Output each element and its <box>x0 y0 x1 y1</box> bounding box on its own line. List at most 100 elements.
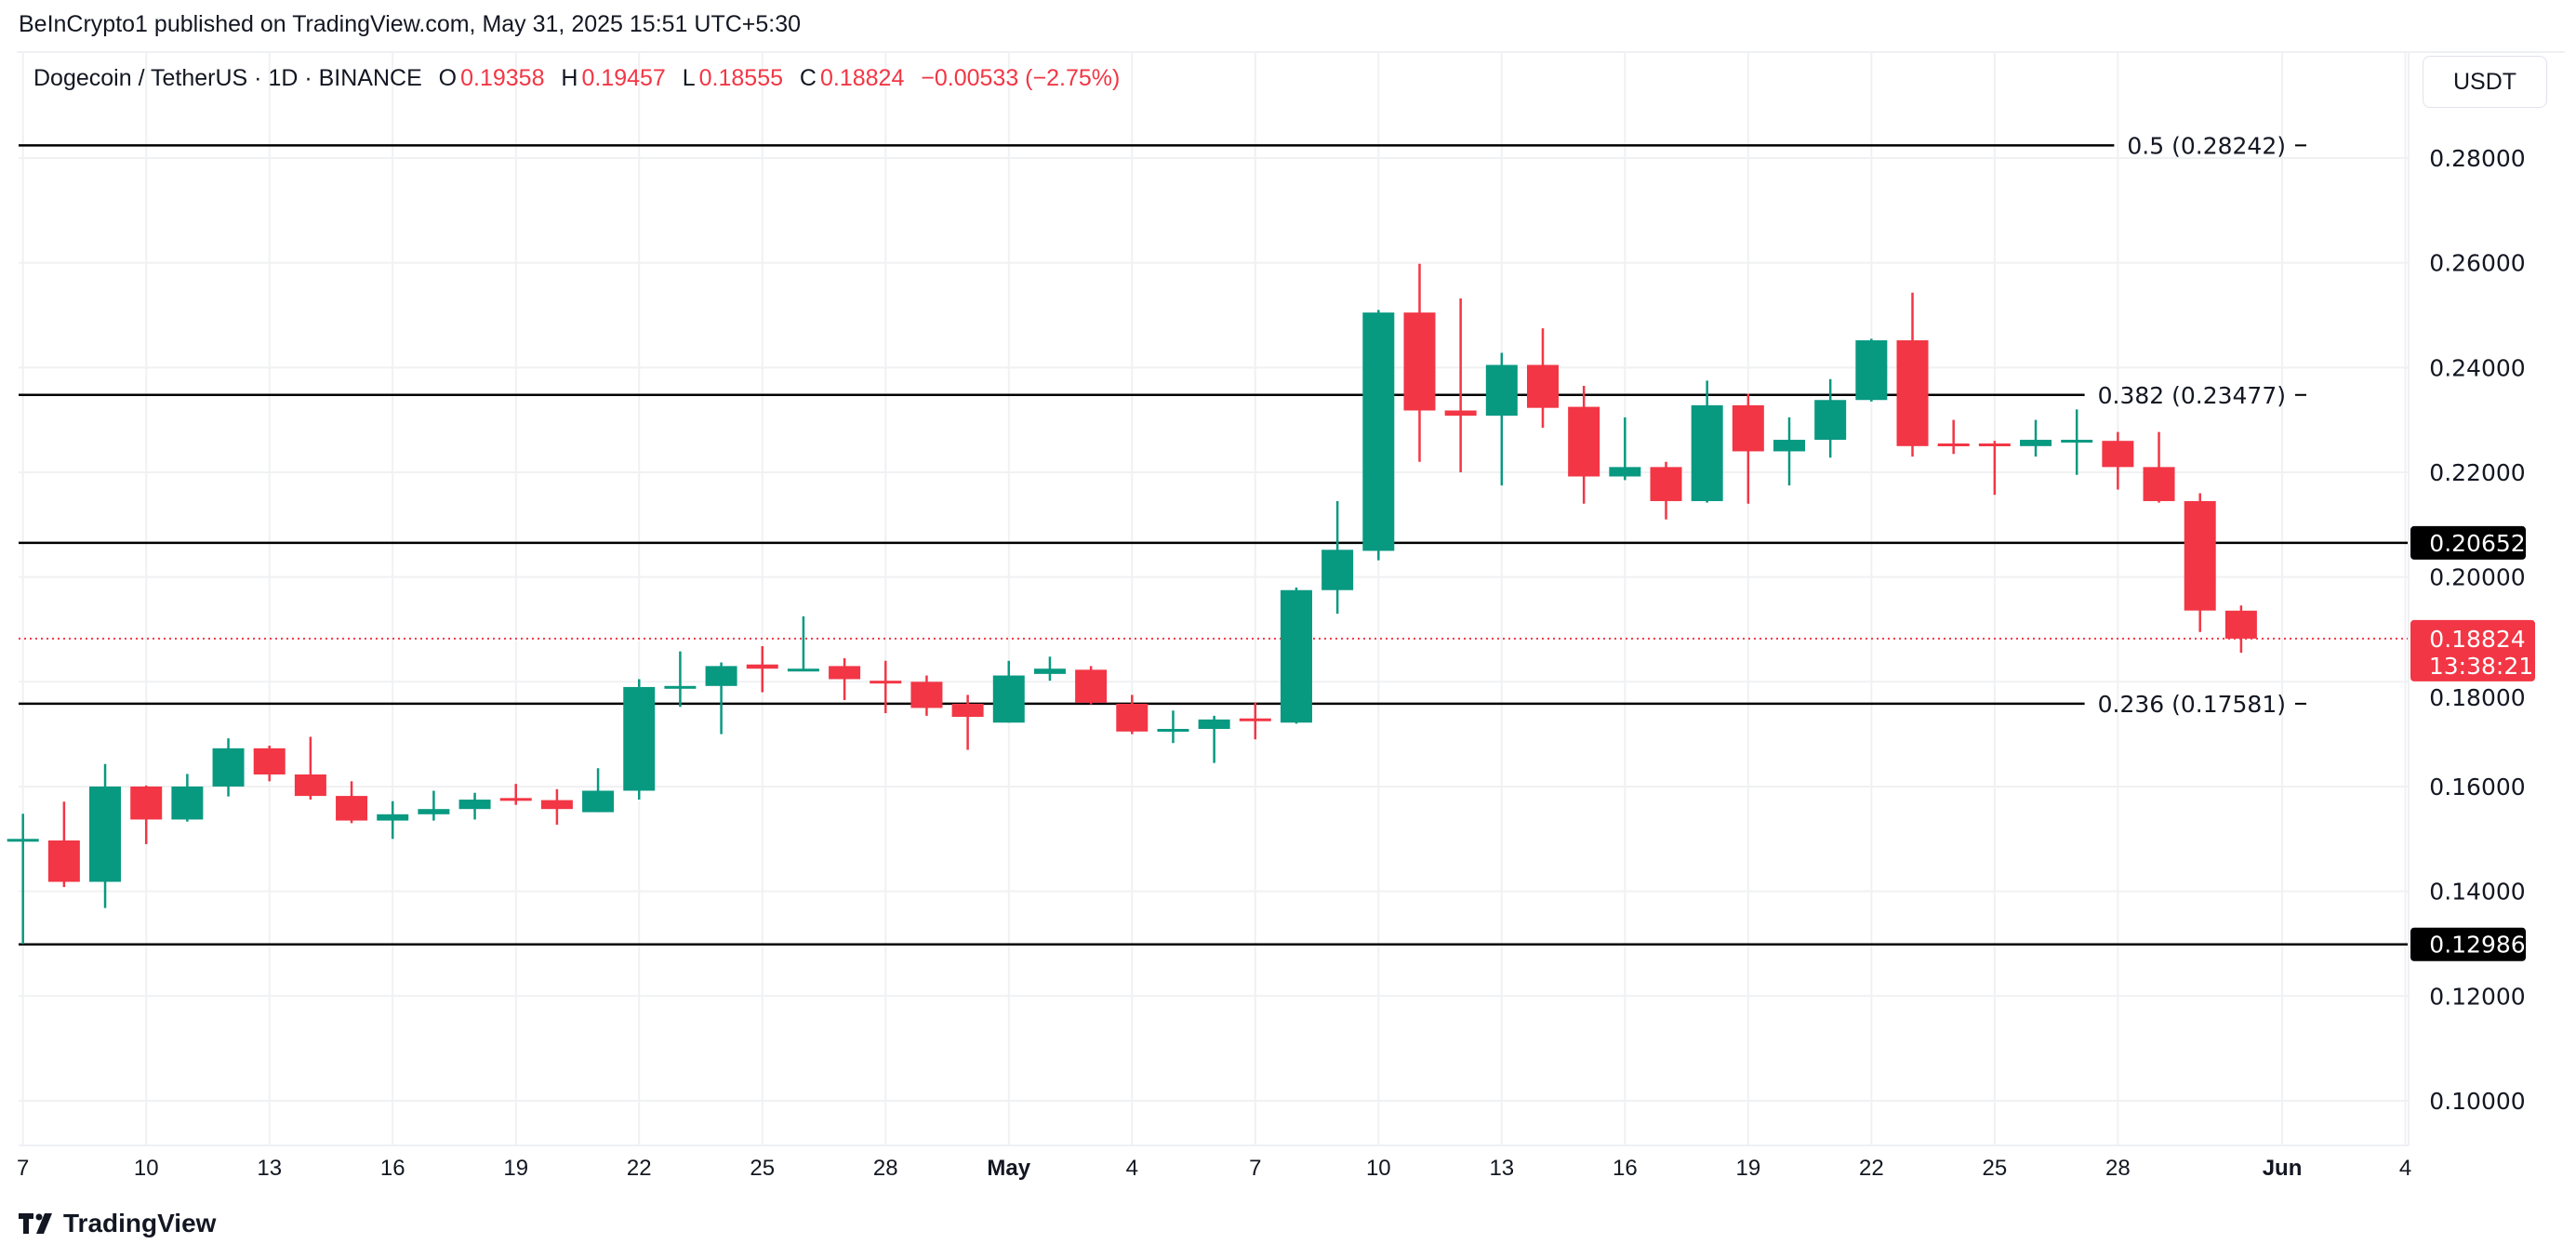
candle[interactable] <box>1485 352 1518 486</box>
x-tick-label: 19 <box>503 1156 528 1181</box>
candle-body <box>253 748 285 775</box>
candle-body <box>1732 404 1764 452</box>
candle[interactable] <box>2224 605 2257 654</box>
tradingview-brand: TradingView <box>63 1209 217 1237</box>
candle[interactable] <box>377 801 409 840</box>
candle-body <box>1362 312 1395 551</box>
candle[interactable] <box>951 695 984 750</box>
candle[interactable] <box>1773 417 1806 486</box>
candle[interactable] <box>1978 441 2011 496</box>
currency-button[interactable]: USDT <box>2423 56 2547 108</box>
candle[interactable] <box>212 738 245 797</box>
candle[interactable] <box>1321 500 1354 615</box>
candle-body <box>664 685 697 689</box>
candle-body <box>1075 669 1108 703</box>
candle[interactable] <box>47 801 80 888</box>
fib-level-label: 0.236 (0.17581) <box>2098 691 2286 718</box>
candle[interactable] <box>171 774 204 822</box>
candle[interactable] <box>1075 666 1108 705</box>
candle[interactable] <box>1732 393 1764 504</box>
candle[interactable] <box>1609 417 1641 481</box>
candle[interactable] <box>1444 298 1477 472</box>
candle[interactable] <box>418 790 450 821</box>
candle[interactable] <box>499 784 532 805</box>
candle[interactable] <box>253 746 285 782</box>
candle[interactable] <box>1814 378 1847 458</box>
x-tick-label: 28 <box>2105 1156 2131 1181</box>
candle[interactable] <box>1033 656 1066 681</box>
candle-body <box>47 840 80 882</box>
x-tick-label: Jun <box>2263 1156 2303 1181</box>
candle[interactable] <box>458 792 491 820</box>
candle[interactable] <box>1568 386 1600 504</box>
candle[interactable] <box>1239 702 1271 740</box>
candle[interactable] <box>787 615 819 672</box>
candle[interactable] <box>2102 431 2134 490</box>
x-tick-label: 4 <box>2399 1156 2411 1181</box>
y-tick-label: 0.20000 <box>2429 564 2525 591</box>
candle[interactable] <box>2184 493 2216 632</box>
candle[interactable] <box>664 651 697 708</box>
tradingview-logo[interactable]: TradingView <box>19 1209 216 1238</box>
x-tick-label: 10 <box>134 1156 159 1181</box>
high-label: H <box>561 65 578 91</box>
x-tick-label: 25 <box>1983 1156 2008 1181</box>
candle[interactable] <box>1198 715 1230 763</box>
candle[interactable] <box>294 736 326 801</box>
candle-body <box>377 814 409 821</box>
candle[interactable] <box>992 660 1025 723</box>
candle[interactable] <box>130 785 163 844</box>
x-tick-label: May <box>987 1156 1030 1181</box>
candle[interactable] <box>1116 695 1149 734</box>
candle[interactable] <box>89 763 122 908</box>
change-value: −0.00533 (−2.75%) <box>921 65 1121 91</box>
candle[interactable] <box>1650 461 1682 520</box>
candle[interactable] <box>7 814 39 945</box>
candle-body <box>336 796 368 821</box>
x-tick-label: 7 <box>1249 1156 1261 1181</box>
candle[interactable] <box>1526 328 1559 429</box>
candle-body <box>130 786 163 820</box>
candle[interactable] <box>2143 431 2175 503</box>
x-tick-label: 4 <box>1126 1156 1138 1181</box>
candle[interactable] <box>746 645 778 693</box>
candle-body <box>992 675 1025 723</box>
candle[interactable] <box>623 679 656 801</box>
candle[interactable] <box>829 657 861 701</box>
candle[interactable] <box>1691 380 1723 503</box>
candle[interactable] <box>705 662 737 734</box>
candle-body <box>1116 703 1149 732</box>
candle[interactable] <box>1280 587 1312 724</box>
candle[interactable] <box>1937 419 1970 455</box>
candle[interactable] <box>1896 292 1929 457</box>
open-label: O <box>438 65 458 91</box>
candle[interactable] <box>2020 419 2052 457</box>
horizontal-levels: 0.5 (0.28242) 0.382 (0.23477) 0.236 (0.175… <box>19 132 2409 946</box>
grid <box>19 53 2409 1145</box>
x-tick-label: 13 <box>257 1156 282 1181</box>
candle-body <box>2143 467 2175 501</box>
symbol-title[interactable]: Dogecoin / TetherUS · 1D · BINANCE <box>33 65 422 91</box>
chart-frame <box>17 51 2565 1201</box>
candle[interactable] <box>1403 263 1436 462</box>
open-value: 0.19358 <box>460 65 545 91</box>
candle-body <box>418 809 450 814</box>
candle[interactable] <box>540 788 573 826</box>
candle-body <box>294 774 326 797</box>
candle[interactable] <box>1855 338 1888 402</box>
candle[interactable] <box>910 675 943 716</box>
candle-body <box>910 681 943 708</box>
candle[interactable] <box>582 768 615 813</box>
candle[interactable] <box>870 660 902 714</box>
candle[interactable] <box>1362 310 1395 561</box>
candle-body <box>7 839 39 842</box>
candle[interactable] <box>1157 710 1189 744</box>
x-tick-label: 19 <box>1735 1156 1760 1181</box>
x-tick-label: 16 <box>380 1156 405 1181</box>
y-tick-label: 0.10000 <box>2429 1088 2525 1115</box>
x-tick-label: 22 <box>627 1156 652 1181</box>
candle[interactable] <box>336 781 368 824</box>
candle-body <box>951 703 984 718</box>
candle[interactable] <box>2061 409 2093 475</box>
